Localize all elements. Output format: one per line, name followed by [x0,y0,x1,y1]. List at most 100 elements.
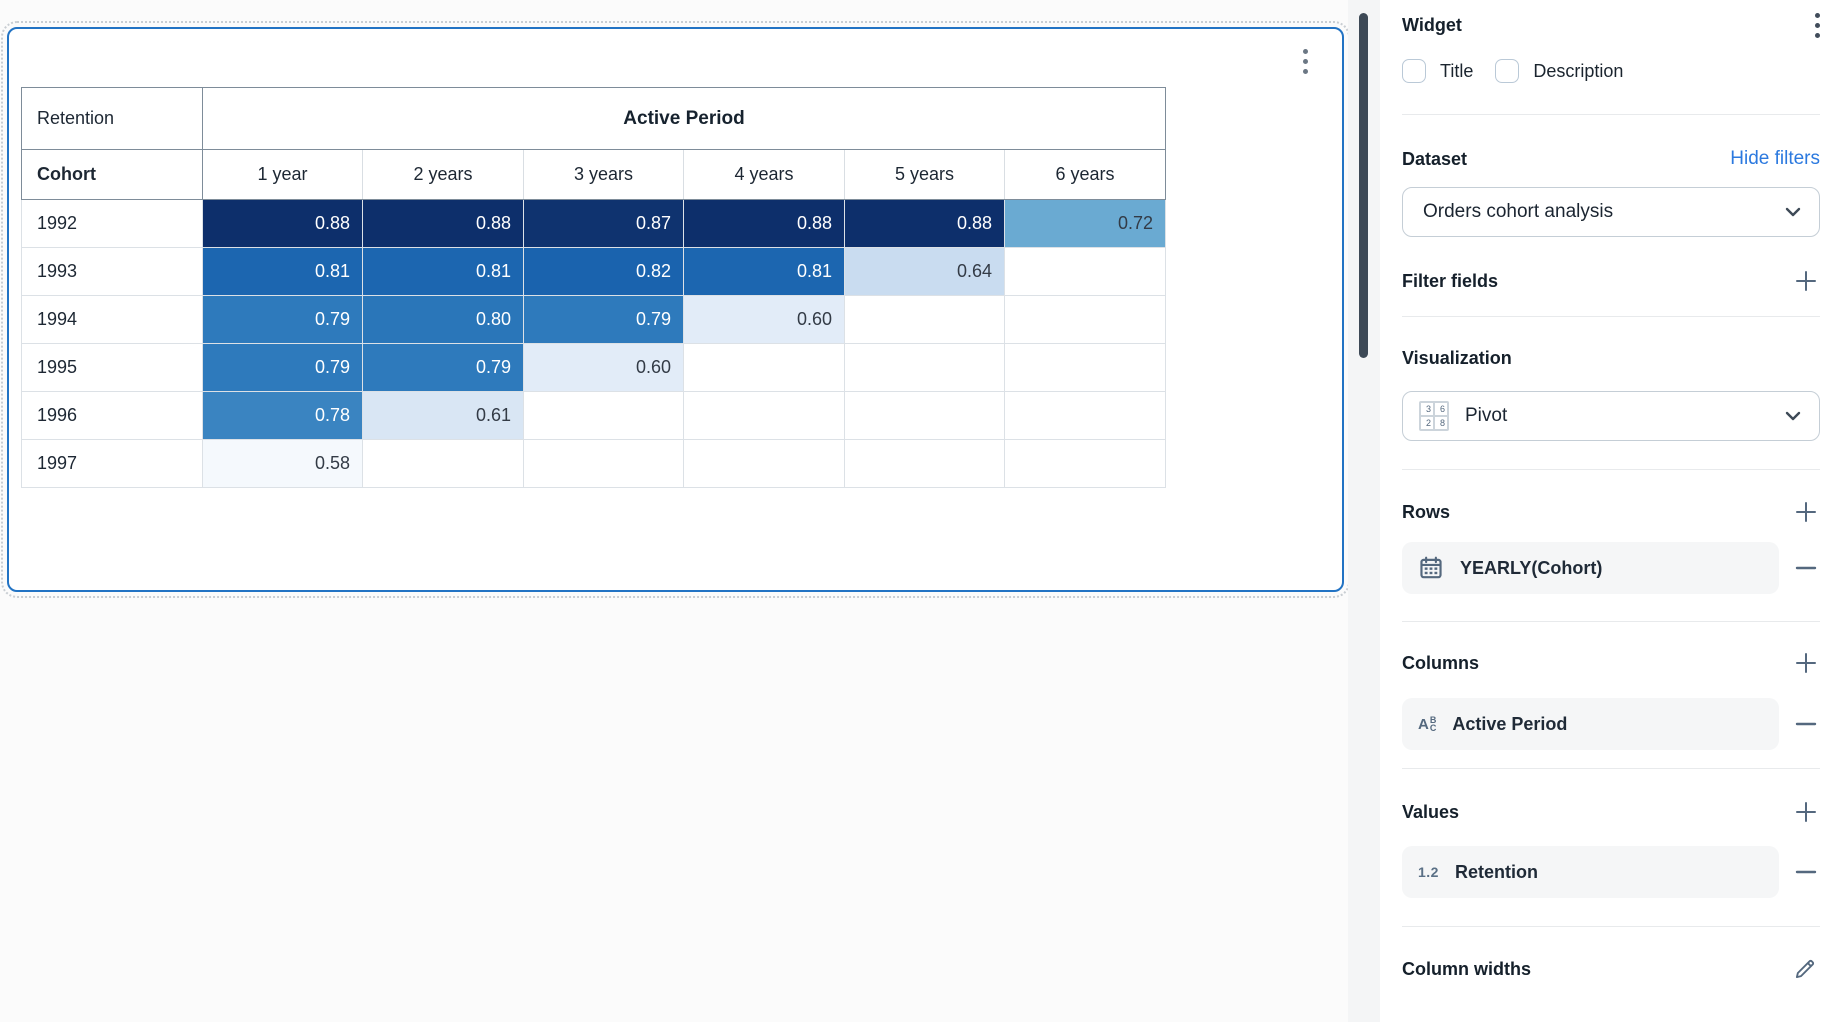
pivot-value-cell[interactable]: 0.82 [523,247,684,296]
pivot-value-cell[interactable]: 0.60 [683,295,845,344]
divider [1402,316,1820,317]
chevron-down-icon [1785,207,1801,217]
add-column-field-button[interactable] [1792,649,1820,677]
pivot-empty-cell [1004,439,1166,488]
pivot-value-cell[interactable]: 0.58 [202,439,363,488]
pivot-row-header[interactable]: 1992 [21,199,203,248]
pivot-empty-cell [523,391,684,440]
calendar-icon [1420,556,1442,579]
pivot-column-header[interactable]: 6 years [1004,149,1166,200]
pivot-value-cell[interactable]: 0.81 [683,247,845,296]
pivot-value-cell[interactable]: 0.79 [202,343,363,392]
minus-icon [1795,566,1817,570]
edit-column-widths-button[interactable] [1790,954,1820,984]
pivot-value-cell[interactable]: 0.88 [844,199,1005,248]
dataset-select[interactable]: Orders cohort analysis [1402,187,1820,237]
description-checkbox[interactable] [1495,59,1520,83]
pivot-empty-cell [1004,343,1166,392]
pivot-value-cell[interactable]: 0.81 [202,247,363,296]
pivot-empty-cell [1004,391,1166,440]
panel-kebab-menu-icon[interactable] [1815,12,1820,38]
pivot-column-header[interactable]: 1 year [202,149,363,200]
pivot-row-header[interactable]: 1996 [21,391,203,440]
pivot-row-header[interactable]: 1994 [21,295,203,344]
widget-canvas[interactable]: Retention Active Period Cohort 1 year 2 y… [1,21,1350,598]
minus-icon [1795,870,1817,874]
pivot-empty-cell [523,439,684,488]
add-filter-field-button[interactable] [1792,267,1820,295]
pivot-empty-cell [844,391,1005,440]
description-checkbox-label: Description [1533,60,1624,81]
pivot-value-cell[interactable]: 0.88 [683,199,845,248]
columns-field-label: Active Period [1452,713,1568,734]
scrollbar-track[interactable] [1348,0,1380,1022]
values-field-chip[interactable]: 1.2 Retention [1402,846,1779,898]
pivot-row-dimension-header[interactable]: Cohort [21,149,203,200]
pivot-value-cell[interactable]: 0.88 [202,199,363,248]
visualization-select[interactable]: 3 6 2 8 Pivot [1402,391,1820,441]
pivot-value-cell[interactable]: 0.79 [362,343,524,392]
pivot-value-cell[interactable]: 0.87 [523,199,684,248]
remove-column-field-button[interactable] [1792,710,1820,738]
pivot-column-header[interactable]: 4 years [683,149,845,200]
pivot-value-cell[interactable]: 0.88 [362,199,524,248]
divider [1402,926,1820,927]
pivot-value-cell[interactable]: 0.72 [1004,199,1166,248]
plus-icon [1796,271,1816,291]
title-checkbox-row[interactable]: Title [1402,59,1473,83]
hide-filters-link[interactable]: Hide filters [1730,148,1820,169]
title-checkbox-label: Title [1440,60,1474,81]
pivot-empty-cell [844,343,1005,392]
pivot-column-header[interactable]: 2 years [362,149,524,200]
plus-icon [1796,502,1816,522]
rows-field-label: YEARLY(Cohort) [1460,557,1603,578]
pivot-data-row: 1997 0.58 [21,439,1166,488]
pivot-corner-measure-label[interactable]: Retention [21,87,203,150]
dataset-select-value: Orders cohort analysis [1423,201,1614,222]
pivot-value-cell[interactable]: 0.80 [362,295,524,344]
minus-icon [1795,722,1817,726]
pivot-row-header[interactable]: 1995 [21,343,203,392]
rows-field-chip[interactable]: YEARLY(Cohort) [1402,542,1779,594]
pivot-column-header[interactable]: 5 years [844,149,1005,200]
pivot-empty-cell [683,439,845,488]
column-widths-heading: Column widths [1402,959,1531,979]
pivot-empty-cell [362,439,524,488]
divider [1402,469,1820,470]
add-row-field-button[interactable] [1792,498,1820,526]
pivot-row-header[interactable]: 1997 [21,439,203,488]
remove-value-field-button[interactable] [1792,858,1820,886]
pivot-value-cell[interactable]: 0.61 [362,391,524,440]
pencil-icon [1795,959,1815,979]
divider [1402,621,1820,622]
pivot-value-cell[interactable]: 0.81 [362,247,524,296]
values-heading: Values [1402,802,1460,822]
chevron-down-icon [1785,411,1801,421]
pivot-value-cell[interactable]: 0.79 [202,295,363,344]
editor-area: Retention Active Period Cohort 1 year 2 y… [1,21,1350,598]
pivot-empty-cell [1004,295,1166,344]
pivot-data-row: 1995 0.79 0.79 0.60 [21,343,1166,392]
add-value-field-button[interactable] [1792,798,1820,826]
pivot-value-cell[interactable]: 0.79 [523,295,684,344]
scrollbar-thumb[interactable] [1359,13,1368,358]
divider [1402,768,1820,769]
remove-row-field-button[interactable] [1792,554,1820,582]
description-checkbox-row[interactable]: Description [1495,59,1623,83]
pivot-empty-cell [683,391,845,440]
widget-kebab-menu-icon[interactable] [1299,45,1312,78]
pivot-column-header[interactable]: 3 years [523,149,684,200]
pivot-data-row: 1993 0.81 0.81 0.82 0.81 0.64 [21,247,1166,296]
pivot-empty-cell [844,439,1005,488]
pivot-row-header[interactable]: 1993 [21,247,203,296]
title-checkbox[interactable] [1402,59,1426,83]
pivot-value-cell[interactable]: 0.60 [523,343,684,392]
plus-icon [1796,802,1816,822]
pivot-data-row: 1994 0.79 0.80 0.79 0.60 [21,295,1166,344]
numeric-field-type-icon: 1.2 [1418,864,1439,880]
pivot-value-cell[interactable]: 0.78 [202,391,363,440]
pivot-column-group-header[interactable]: Active Period [202,87,1166,150]
pivot-value-cell[interactable]: 0.64 [844,247,1005,296]
